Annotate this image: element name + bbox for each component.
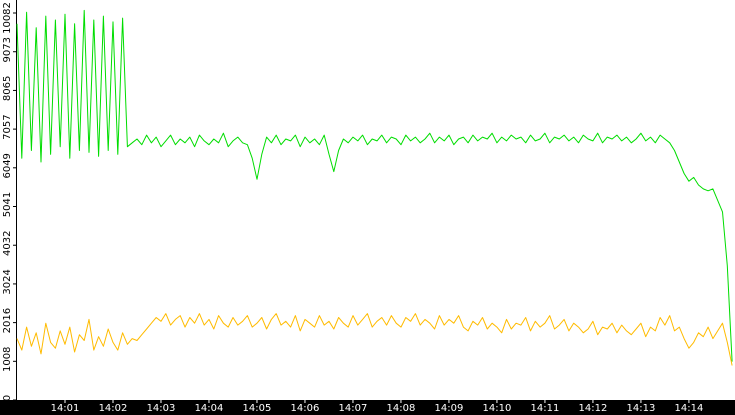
series-line [16,9,733,362]
y-tick-label: 0 [2,395,13,401]
x-tick-label: 14:12 [579,403,608,414]
y-tick-label: 7057 [2,114,13,139]
y-tick-label: 8065 [2,76,13,101]
y-tick-label: 3024 [2,269,13,294]
y-tick-label: 9073 [2,37,13,62]
x-tick-label: 14:13 [627,403,656,414]
x-tick-label: 14:06 [291,403,320,414]
y-tick-label: 10082 [2,2,13,34]
x-tick-label: 14:10 [483,403,512,414]
x-tick-label: 14:04 [195,403,224,414]
series-line [16,313,733,366]
y-tick-label: 5041 [2,192,13,217]
x-tick-label: 14:09 [435,403,464,414]
y-tick-label: 6049 [2,153,13,178]
x-tick-label: 14:03 [147,403,176,414]
x-tick-label: 14:02 [99,403,128,414]
y-tick-label: 1008 [2,347,13,372]
y-tick-label: 2016 [2,308,13,333]
x-tick-label: 14:05 [243,403,272,414]
x-tick-label: 14:14 [675,403,704,414]
x-tick-label: 14:07 [339,403,368,414]
y-tick-label: 4032 [2,231,13,256]
x-tick-label: 14:08 [387,403,416,414]
x-tick-label: 14:11 [531,403,560,414]
x-tick-label: 14:01 [51,403,80,414]
x-axis-bar [0,400,735,415]
